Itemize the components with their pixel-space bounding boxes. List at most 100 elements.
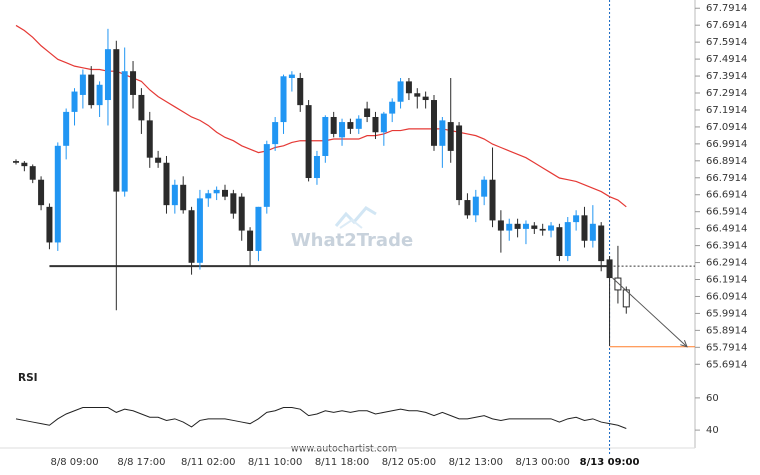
x-tick-label: 8/11 02:00 [181, 457, 235, 468]
candle-body [38, 179, 45, 206]
y-tick-label: 66.3914 [706, 241, 747, 252]
watermark-icon [334, 206, 377, 229]
y-tick-label: 65.6914 [706, 359, 747, 370]
candle-body [614, 277, 622, 291]
candle-body [522, 223, 529, 229]
forecast-arrow [612, 277, 688, 348]
candle-body [280, 76, 287, 123]
candle-body [188, 210, 195, 263]
candle-body [598, 225, 605, 262]
rsi-line [15, 407, 627, 429]
candle-body [288, 74, 295, 78]
candle-body [238, 196, 245, 231]
candle-body [146, 120, 153, 158]
y-tick-label: 65.8914 [706, 325, 747, 336]
candle-body [389, 101, 396, 114]
y-tick-label: 67.3914 [706, 71, 747, 82]
y-tick-label: 66.8914 [706, 156, 747, 167]
y-tick-label: 67.6914 [706, 20, 747, 31]
y-tick-label: 66.1914 [706, 275, 747, 286]
candle-body [213, 189, 220, 194]
candle-body [564, 222, 571, 257]
candle-body [581, 215, 588, 241]
y-tick-label: 66.7914 [706, 173, 747, 184]
candle-body [372, 116, 379, 133]
y-tick-label: 65.7914 [706, 342, 747, 353]
candle-body [96, 84, 103, 106]
candle-body [297, 77, 304, 106]
candle-body [130, 71, 137, 95]
x-tick-label: 8/11 18:00 [315, 457, 369, 468]
candle-body [171, 184, 178, 206]
y-tick-label: 66.9914 [706, 139, 747, 150]
candle-body [313, 155, 320, 179]
candle-body [481, 179, 488, 197]
candle-body [539, 228, 546, 231]
candle-body [506, 223, 513, 231]
y-tick-label: 66.2914 [706, 258, 747, 269]
candle-body [255, 206, 262, 251]
candle-body [589, 223, 596, 241]
candle-body [155, 157, 162, 163]
candle-body [180, 184, 187, 211]
candle-body [489, 179, 496, 221]
candle-body [71, 91, 78, 112]
candle-body [622, 289, 630, 308]
candle-body [222, 189, 228, 197]
candle-body [121, 71, 128, 192]
watermark: What2Trade [291, 230, 413, 251]
candle-body [422, 96, 429, 101]
y-tick-label: 67.2914 [706, 88, 747, 99]
candle-body [63, 111, 70, 146]
candle-body [247, 230, 254, 251]
candle-body [113, 49, 120, 192]
candle-body [439, 120, 446, 146]
candle-body [79, 74, 86, 95]
candle-body [104, 49, 111, 101]
candle-body [405, 81, 412, 94]
candle-body [272, 122, 279, 145]
candle-body [606, 259, 613, 279]
candle-body [46, 206, 53, 243]
candle-body [573, 215, 580, 223]
candle-body [54, 145, 61, 243]
x-tick-label: 8/8 09:00 [50, 457, 98, 468]
candle-body [339, 122, 346, 138]
candle-body [380, 113, 387, 133]
y-tick-label: 66.0914 [706, 291, 747, 302]
y-tick-label: 67.0914 [706, 122, 747, 133]
rsi-title: RSI [18, 372, 38, 384]
candle-body [347, 122, 354, 129]
candle-body [556, 227, 563, 257]
candle-body [21, 162, 28, 167]
candle-body [447, 122, 454, 151]
candle-body [263, 144, 270, 207]
x-tick-label: 8/13 09:00 [580, 457, 640, 468]
candle-body [464, 200, 471, 216]
candle-body [322, 116, 329, 156]
candle-body [205, 193, 212, 199]
candle-body [531, 225, 538, 229]
candle-body [456, 125, 463, 201]
x-tick-label: 8/11 10:00 [248, 457, 302, 468]
candle-body [431, 100, 437, 146]
candle-body [497, 220, 504, 231]
candle-body [355, 118, 362, 129]
y-tick-label: 67.1914 [706, 105, 747, 116]
y-tick-label: 67.4914 [706, 54, 747, 65]
candle-body [364, 108, 371, 117]
candle-body [230, 193, 237, 214]
x-tick-label: 8/8 17:00 [117, 457, 165, 468]
footer: www.autochartist.com [291, 444, 397, 455]
y-tick-label: 66.5914 [706, 207, 747, 218]
candle-body [29, 166, 36, 180]
x-tick-label: 8/12 05:00 [382, 457, 436, 468]
candle-body [548, 225, 555, 231]
y-tick-label: 67.7914 [706, 3, 747, 14]
candle-body [88, 74, 95, 106]
candle-body [330, 116, 337, 134]
y-tick-label: 66.4914 [706, 224, 747, 235]
candle-body [397, 81, 404, 102]
candle-body [138, 94, 145, 121]
